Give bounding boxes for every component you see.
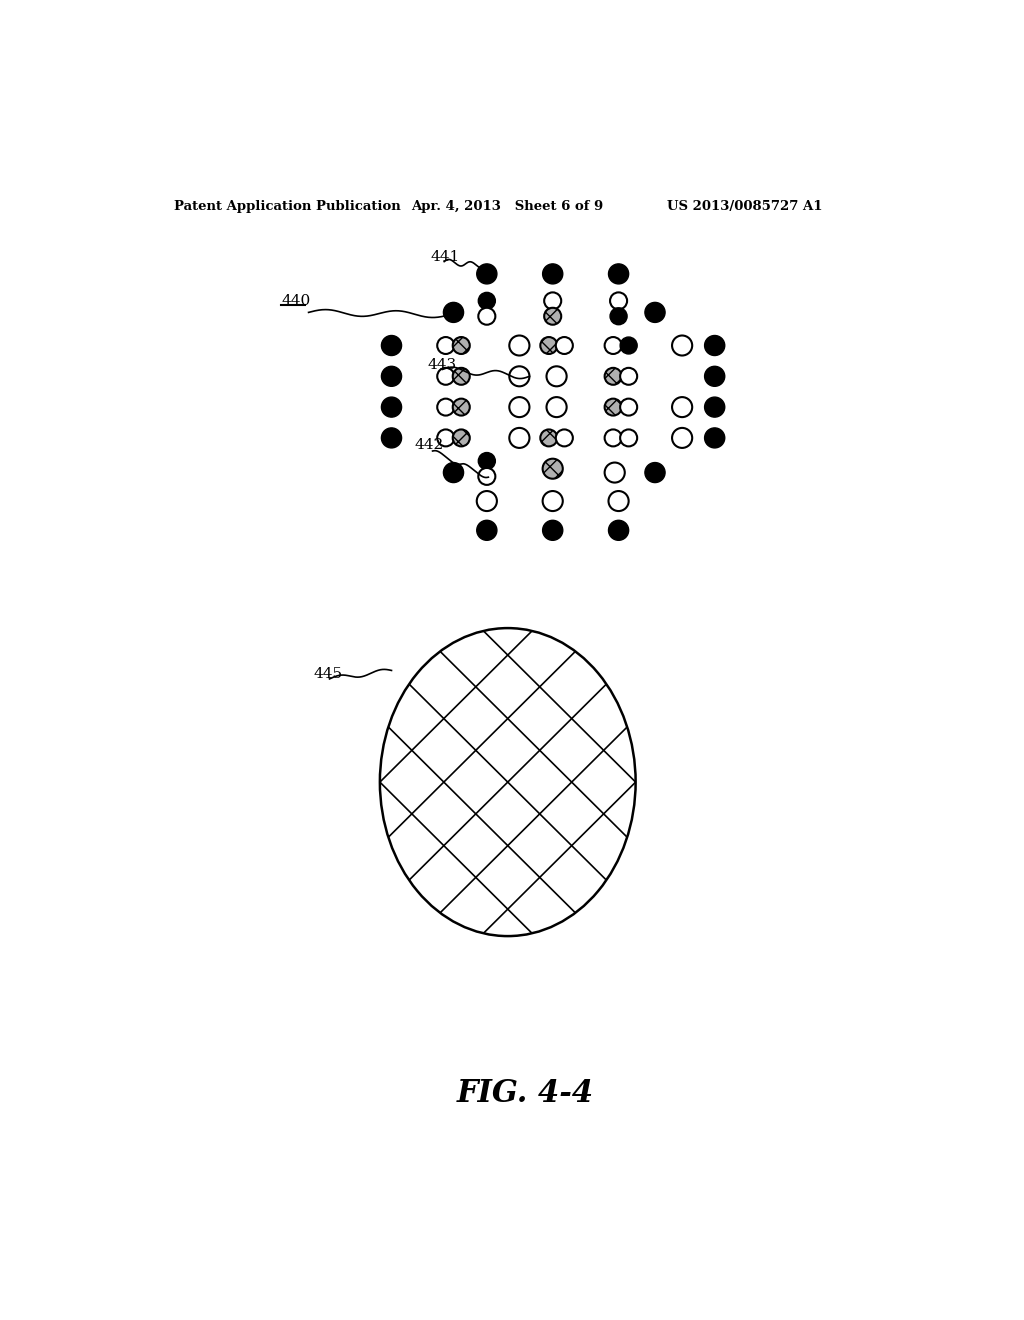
Circle shape	[621, 429, 637, 446]
Text: 442: 442	[415, 438, 444, 451]
Circle shape	[477, 491, 497, 511]
Circle shape	[672, 397, 692, 417]
Circle shape	[645, 302, 665, 322]
Circle shape	[453, 399, 470, 416]
Circle shape	[437, 429, 455, 446]
Text: 443: 443	[428, 358, 457, 372]
Circle shape	[604, 337, 622, 354]
Text: US 2013/0085727 A1: US 2013/0085727 A1	[667, 199, 822, 213]
Circle shape	[544, 293, 561, 309]
Circle shape	[645, 462, 665, 483]
Circle shape	[705, 335, 725, 355]
Circle shape	[381, 397, 401, 417]
Circle shape	[556, 337, 572, 354]
Circle shape	[705, 367, 725, 387]
Circle shape	[453, 368, 470, 385]
Circle shape	[509, 397, 529, 417]
Circle shape	[608, 520, 629, 540]
Text: Apr. 4, 2013   Sheet 6 of 9: Apr. 4, 2013 Sheet 6 of 9	[411, 199, 603, 213]
Circle shape	[543, 459, 563, 479]
Circle shape	[437, 368, 455, 385]
Circle shape	[453, 429, 470, 446]
Circle shape	[478, 469, 496, 484]
Text: 440: 440	[282, 294, 310, 308]
Circle shape	[477, 520, 497, 540]
Circle shape	[478, 293, 496, 309]
Circle shape	[509, 367, 529, 387]
Circle shape	[672, 335, 692, 355]
Circle shape	[621, 368, 637, 385]
Circle shape	[604, 429, 622, 446]
Circle shape	[556, 429, 572, 446]
Circle shape	[437, 399, 455, 416]
Circle shape	[509, 428, 529, 447]
Circle shape	[547, 397, 566, 417]
Circle shape	[705, 397, 725, 417]
Text: 445: 445	[314, 668, 343, 681]
Text: Patent Application Publication: Patent Application Publication	[174, 199, 401, 213]
Circle shape	[541, 429, 557, 446]
Circle shape	[604, 368, 622, 385]
Circle shape	[610, 293, 627, 309]
Circle shape	[443, 462, 464, 483]
Circle shape	[478, 453, 496, 470]
Circle shape	[381, 428, 401, 447]
Circle shape	[381, 335, 401, 355]
Circle shape	[437, 337, 455, 354]
Circle shape	[381, 367, 401, 387]
Circle shape	[608, 264, 629, 284]
Circle shape	[443, 302, 464, 322]
Circle shape	[621, 337, 637, 354]
Circle shape	[453, 337, 470, 354]
Circle shape	[543, 264, 563, 284]
Text: FIG. 4-4: FIG. 4-4	[457, 1078, 593, 1109]
Circle shape	[621, 399, 637, 416]
Circle shape	[604, 399, 622, 416]
Circle shape	[705, 428, 725, 447]
Circle shape	[604, 462, 625, 483]
Text: 441: 441	[430, 249, 460, 264]
Circle shape	[672, 428, 692, 447]
Circle shape	[478, 308, 496, 325]
Circle shape	[547, 367, 566, 387]
Circle shape	[509, 335, 529, 355]
Ellipse shape	[380, 628, 636, 936]
Circle shape	[610, 308, 627, 325]
Circle shape	[541, 337, 557, 354]
Circle shape	[544, 308, 561, 325]
Circle shape	[477, 264, 497, 284]
Circle shape	[608, 491, 629, 511]
Circle shape	[543, 520, 563, 540]
Circle shape	[543, 491, 563, 511]
